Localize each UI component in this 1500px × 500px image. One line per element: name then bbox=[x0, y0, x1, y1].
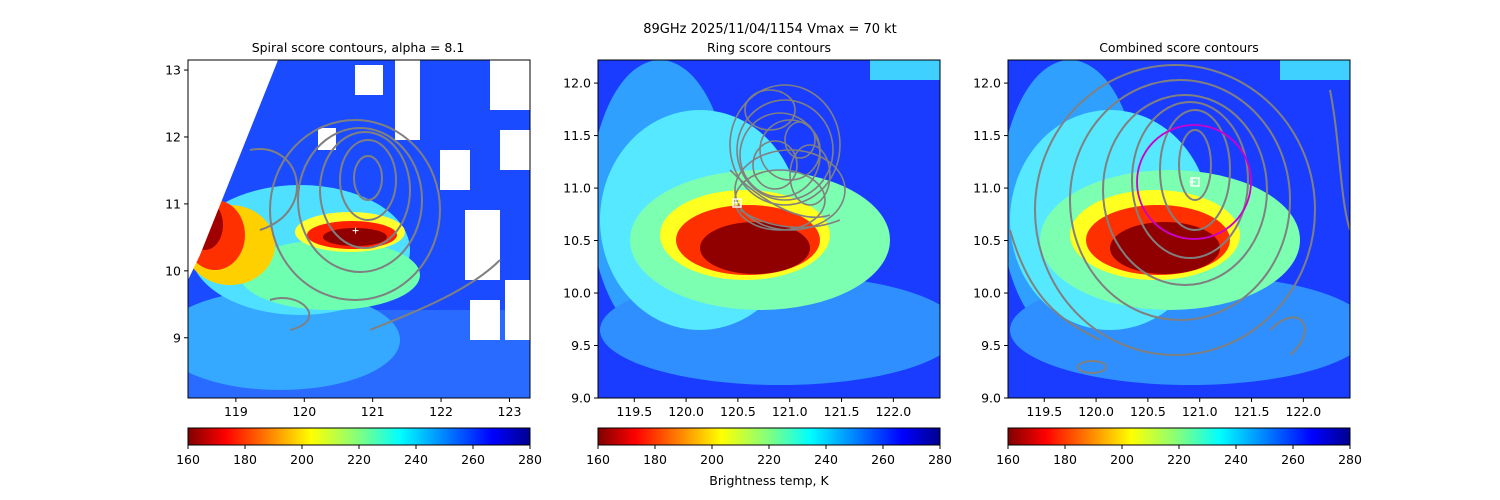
center-cross bbox=[1189, 178, 1196, 185]
heatmap-image bbox=[188, 60, 530, 398]
y-tick-label: 12 bbox=[165, 129, 181, 144]
y-tick-label: 13 bbox=[165, 63, 181, 78]
axis-ticks: 119.5 120.0 120.5 121.0 121.5 122.0 9.0 9.5 10.0… bbox=[973, 76, 1321, 419]
x-tick-label: 121.0 bbox=[772, 404, 808, 419]
x-tick-label: 122.0 bbox=[1285, 404, 1321, 419]
axis-ticks: 119.5 120.0 120.5 121.0 121.5 122.0 9.0 9.5 10.0… bbox=[563, 76, 911, 419]
y-tick-label: 10.0 bbox=[973, 286, 1001, 301]
colorbar-tick-label: 220 bbox=[1167, 452, 1191, 467]
x-tick-label: 122.0 bbox=[875, 404, 911, 419]
colorbar-tick-label: 180 bbox=[233, 452, 257, 467]
x-tick-label: 120.0 bbox=[668, 404, 704, 419]
y-tick-label: 9.0 bbox=[571, 391, 591, 406]
x-tick-label: 120.0 bbox=[1078, 404, 1114, 419]
panel-ring: Ring score contours bbox=[563, 40, 952, 488]
x-tick-label: 121.5 bbox=[824, 404, 860, 419]
x-tick-label: 119.5 bbox=[1026, 404, 1062, 419]
heatmap-image bbox=[1008, 60, 1350, 398]
x-tick-label: 121.0 bbox=[1182, 404, 1218, 419]
colorbar-tick-label: 280 bbox=[518, 452, 542, 467]
ring-fit bbox=[1136, 124, 1252, 240]
colorbar-tick-label: 160 bbox=[996, 452, 1020, 467]
colorbar-tick-label: 180 bbox=[643, 452, 667, 467]
colorbar-tick-label: 200 bbox=[700, 452, 724, 467]
panel-title: Ring score contours bbox=[707, 40, 831, 55]
colorbar-tick-label: 220 bbox=[347, 452, 371, 467]
figure-suptitle: 89GHz 2025/11/04/1154 Vmax = 70 kt bbox=[643, 22, 897, 37]
colorbar-tick-label: 220 bbox=[757, 452, 781, 467]
colorbar-tick-label: 280 bbox=[928, 452, 952, 467]
y-tick-label: 10.5 bbox=[563, 233, 591, 248]
y-tick-label: 10 bbox=[165, 263, 181, 278]
colorbar-tick-label: 240 bbox=[1224, 452, 1248, 467]
colorbar-tick-label: 280 bbox=[1338, 452, 1362, 467]
y-tick-label: 12.0 bbox=[563, 76, 591, 91]
y-tick-label: 11.5 bbox=[973, 128, 1001, 143]
y-tick-label: 11.0 bbox=[563, 181, 591, 196]
center-cross bbox=[732, 199, 739, 206]
y-tick-label: 9.0 bbox=[981, 391, 1001, 406]
colorbar: 160 180 200 220 240 260 280 bbox=[176, 427, 542, 467]
x-tick-label: 119 bbox=[224, 404, 248, 419]
x-tick-label: 123 bbox=[498, 404, 522, 419]
x-tick-label: 120.5 bbox=[720, 404, 756, 419]
score-contours bbox=[249, 119, 501, 331]
y-tick-label: 9.5 bbox=[571, 338, 591, 353]
colorbar-tick-label: 260 bbox=[461, 452, 485, 467]
colorbar-tick-label: 260 bbox=[1281, 452, 1305, 467]
colorbar-tick-label: 180 bbox=[1053, 452, 1077, 467]
colorbar-tick-label: 160 bbox=[176, 452, 200, 467]
panel-spiral: Spiral score contours, alpha = 8.1 bbox=[165, 40, 542, 467]
center-cross bbox=[352, 227, 359, 234]
panel-title: Combined score contours bbox=[1099, 40, 1259, 55]
y-tick-label: 11 bbox=[165, 196, 181, 211]
y-tick-label: 9 bbox=[173, 330, 181, 345]
x-tick-label: 120.5 bbox=[1130, 404, 1166, 419]
y-tick-label: 10.0 bbox=[563, 286, 591, 301]
colorbar-tick-label: 240 bbox=[814, 452, 838, 467]
colorbar-tick-label: 160 bbox=[586, 452, 610, 467]
colorbar: 160 180 200 220 240 260 280 bbox=[586, 427, 952, 467]
colorbar-tick-label: 200 bbox=[1110, 452, 1134, 467]
y-tick-label: 11.5 bbox=[563, 128, 591, 143]
x-tick-label: 121.5 bbox=[1234, 404, 1270, 419]
colorbar-tick-label: 240 bbox=[404, 452, 428, 467]
panel-combined: Combined score contours bbox=[973, 40, 1362, 467]
score-contours bbox=[1009, 64, 1350, 374]
colorbar: 160 180 200 220 240 260 280 bbox=[996, 427, 1362, 467]
colorbar-tick-label: 260 bbox=[871, 452, 895, 467]
y-tick-label: 12.0 bbox=[973, 76, 1001, 91]
colorbar-label: Brightness temp, K bbox=[709, 473, 829, 488]
x-tick-label: 122 bbox=[429, 404, 453, 419]
score-contours bbox=[729, 84, 846, 231]
y-tick-label: 11.0 bbox=[973, 181, 1001, 196]
x-tick-label: 119.5 bbox=[616, 404, 652, 419]
y-tick-label: 10.5 bbox=[973, 233, 1001, 248]
axis-ticks: 119 120 121 122 123 9 10 11 12 13 bbox=[165, 63, 521, 419]
y-tick-label: 9.5 bbox=[981, 338, 1001, 353]
panel-title: Spiral score contours, alpha = 8.1 bbox=[252, 40, 465, 55]
x-tick-label: 120 bbox=[292, 404, 316, 419]
colorbar-tick-label: 200 bbox=[290, 452, 314, 467]
x-tick-label: 121 bbox=[361, 404, 385, 419]
